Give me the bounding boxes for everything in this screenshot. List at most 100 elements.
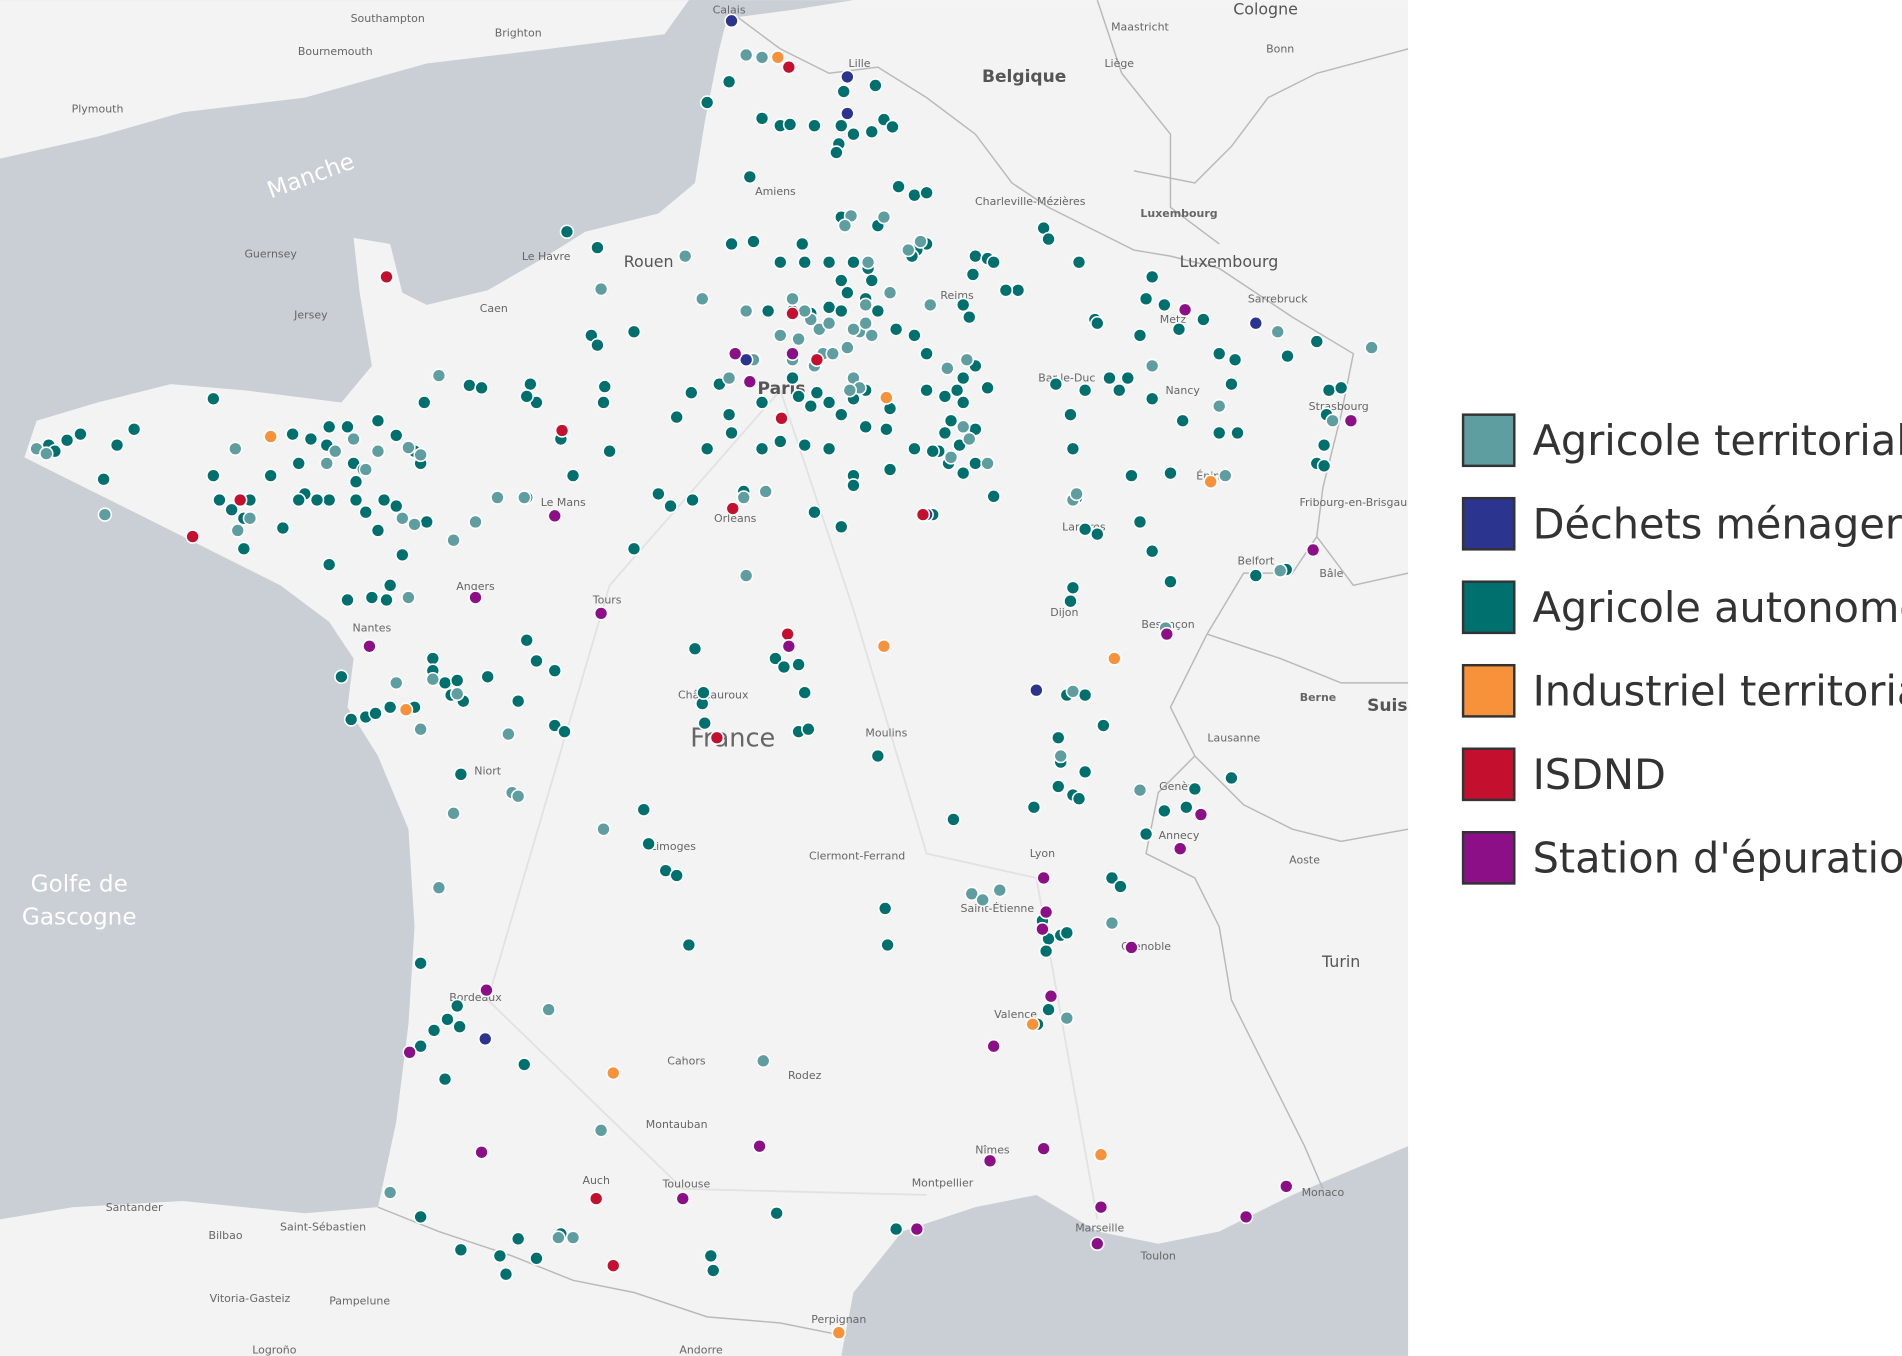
site-marker (982, 1153, 998, 1169)
place-label: Toulon (1140, 1250, 1176, 1263)
site-marker (738, 47, 754, 63)
site-marker (1124, 940, 1139, 955)
place-label: Tours (592, 594, 622, 607)
site-marker (593, 606, 609, 621)
site-marker (263, 429, 278, 444)
site-marker (490, 490, 505, 505)
site-marker (1113, 879, 1128, 894)
site-marker (1144, 543, 1160, 559)
site-marker (437, 1071, 453, 1087)
site-marker (291, 492, 306, 508)
site-marker (1224, 770, 1239, 786)
site-marker (1248, 315, 1264, 331)
country-label: Luxembourg (1140, 207, 1217, 220)
site-marker (1179, 799, 1194, 815)
legend-label: Agricole territorial (1533, 417, 1902, 465)
sea-label: Gascogne (22, 904, 137, 930)
border-spain (377, 1206, 842, 1336)
place-label: Lausanne (1207, 731, 1260, 744)
border-belgium (737, 16, 1355, 1190)
site-marker (401, 440, 416, 455)
place-label: Annecy (1159, 829, 1200, 842)
site-marker (1065, 580, 1081, 596)
site-marker (669, 868, 684, 883)
site-marker (1043, 988, 1059, 1004)
site-marker (309, 492, 325, 508)
site-marker (453, 767, 469, 782)
site-marker (321, 492, 337, 508)
site-marker (1333, 380, 1349, 396)
site-marker (864, 273, 880, 288)
site-marker (529, 1251, 544, 1266)
site-marker (907, 441, 922, 457)
site-marker (755, 1053, 771, 1069)
site-marker (821, 254, 837, 270)
site-marker (907, 187, 922, 203)
site-marker (746, 234, 761, 249)
site-marker (724, 13, 739, 29)
site-marker (937, 425, 953, 441)
site-marker (870, 748, 886, 764)
site-marker (964, 886, 979, 902)
site-marker (1144, 391, 1160, 407)
site-marker (285, 426, 300, 442)
site-marker (840, 69, 855, 85)
place-label: Turin (1321, 952, 1360, 971)
site-marker (1065, 441, 1081, 457)
site-marker (1238, 1209, 1254, 1225)
site-marker (885, 119, 900, 135)
site-marker (785, 291, 800, 307)
site-marker (773, 328, 788, 343)
place-label: Brighton (495, 27, 542, 40)
legend-swatch (1461, 831, 1516, 885)
site-marker (943, 413, 959, 428)
site-marker (651, 486, 666, 502)
country-label: Belgique (982, 67, 1066, 87)
site-marker (593, 281, 609, 297)
site-marker (1211, 346, 1227, 361)
site-marker (1196, 312, 1211, 327)
site-marker (263, 468, 278, 483)
site-marker (923, 297, 938, 313)
site-marker (626, 324, 642, 339)
site-marker (705, 1263, 721, 1278)
border-swiss (1194, 536, 1409, 843)
site-marker (791, 389, 806, 404)
site-marker (206, 468, 221, 483)
site-marker (596, 821, 611, 837)
site-marker (1093, 1147, 1109, 1162)
site-marker (303, 431, 319, 447)
place-label: Toulouse (662, 1178, 711, 1191)
site-marker (606, 1065, 621, 1081)
site-marker (738, 352, 754, 368)
site-marker (946, 812, 961, 827)
place-label: Caen (480, 302, 508, 315)
site-marker (343, 712, 359, 727)
site-marker (1218, 468, 1233, 483)
site-marker (797, 685, 812, 700)
site-marker (275, 520, 291, 536)
site-marker (96, 472, 111, 487)
site-marker (834, 303, 849, 319)
site-marker (1211, 398, 1227, 414)
site-marker (232, 492, 248, 508)
site-marker (1175, 413, 1190, 428)
site-marker (446, 806, 461, 821)
site-marker (402, 1045, 417, 1060)
site-marker (1065, 684, 1081, 699)
place-label: Logroño (252, 1343, 297, 1356)
site-marker (821, 315, 837, 331)
site-marker (986, 489, 1001, 504)
site-marker (388, 428, 404, 443)
site-marker (1102, 370, 1117, 386)
site-marker (224, 502, 239, 518)
site-marker (474, 1145, 489, 1160)
site-marker (382, 578, 398, 593)
site-marker (724, 236, 739, 252)
place-label: Guernsey (244, 247, 297, 260)
site-marker (1172, 841, 1188, 856)
site-marker (846, 478, 861, 493)
place-label: Liège (1104, 57, 1134, 70)
site-marker (1053, 748, 1068, 764)
place-label: Angers (456, 580, 495, 593)
